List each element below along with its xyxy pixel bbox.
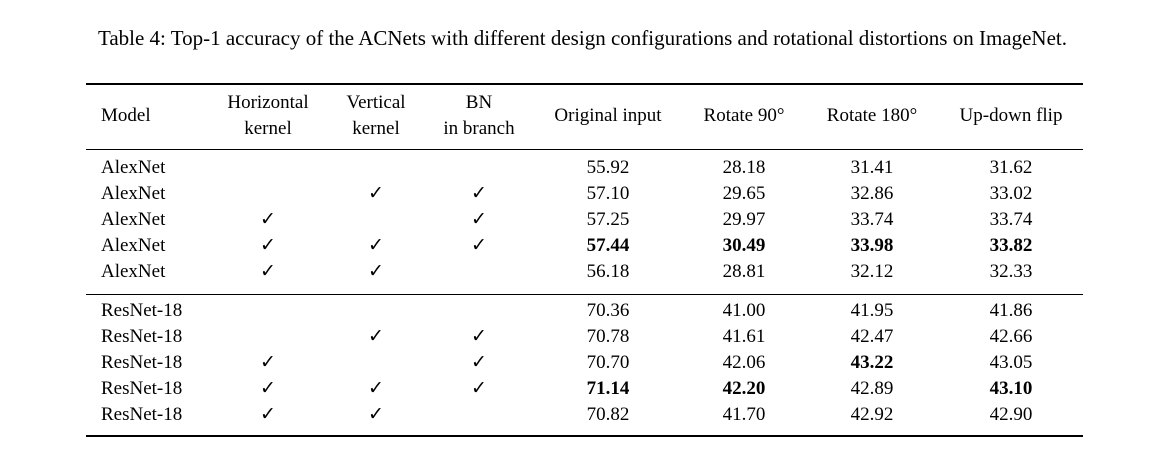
bn-in-branch-cell: ✓: [471, 378, 487, 399]
model-cell: ResNet-18: [101, 404, 183, 425]
original-input-cell: 70.36: [586, 300, 630, 321]
rotate-180-cell: 42.47: [850, 326, 894, 347]
horizontal-kernel-cell: ✓: [260, 209, 276, 230]
rotate-90-cell: 41.70: [722, 404, 766, 425]
rotate-90-cell: 42.06: [722, 352, 766, 373]
vertical-kernel-cell: ✓: [368, 404, 384, 425]
original-input-cell: 70.78: [586, 326, 630, 347]
header-bn-in-branch-line1: BN: [465, 92, 493, 113]
horizontal-kernel-cell: ✓: [260, 235, 276, 256]
up-down-flip-cell: 41.86: [989, 300, 1033, 321]
up-down-flip-cell: 43.10: [989, 378, 1033, 399]
bn-in-branch-cell: ✓: [471, 326, 487, 347]
original-input-cell: 56.18: [586, 261, 630, 282]
rotate-90-cell: 28.81: [722, 261, 766, 282]
header-rotate-90: Rotate 90°: [703, 105, 785, 126]
rotate-90-cell: 41.00: [722, 300, 766, 321]
rotate-180-cell: 32.86: [850, 183, 894, 204]
rotate-180-cell: 42.92: [850, 404, 894, 425]
vertical-kernel-cell: ✓: [368, 235, 384, 256]
horizontal-kernel-cell: ✓: [260, 352, 276, 373]
rotate-90-cell: 29.65: [722, 183, 766, 204]
header-horizontal-kernel-line1: Horizontal: [227, 92, 309, 113]
header-rule: [86, 149, 1083, 150]
rotate-180-cell: 43.22: [850, 352, 894, 373]
up-down-flip-cell: 42.90: [989, 404, 1033, 425]
header-model: Model: [101, 105, 151, 126]
model-cell: AlexNet: [101, 209, 166, 230]
header-horizontal-kernel-line2: kernel: [244, 118, 292, 139]
bn-in-branch-cell: ✓: [471, 352, 487, 373]
rotate-180-cell: 33.98: [850, 235, 894, 256]
rotate-90-cell: 41.61: [722, 326, 766, 347]
vertical-kernel-cell: ✓: [368, 326, 384, 347]
table-caption: Table 4: Top-1 accuracy of the ACNets wi…: [97, 26, 1068, 50]
model-cell: AlexNet: [101, 157, 166, 178]
model-cell: ResNet-18: [101, 352, 183, 373]
rotate-90-cell: 28.18: [722, 157, 766, 178]
vertical-kernel-cell: ✓: [368, 261, 384, 282]
bn-in-branch-cell: ✓: [471, 183, 487, 204]
original-input-cell: 70.82: [586, 404, 630, 425]
original-input-cell: 57.25: [586, 209, 630, 230]
up-down-flip-cell: 31.62: [989, 157, 1033, 178]
group-separator-rule: [86, 294, 1083, 295]
original-input-cell: 57.44: [586, 235, 630, 256]
header-original-input: Original input: [554, 105, 662, 126]
bottom-rule: [86, 435, 1083, 437]
up-down-flip-cell: 42.66: [989, 326, 1033, 347]
model-cell: ResNet-18: [101, 300, 183, 321]
up-down-flip-cell: 32.33: [989, 261, 1033, 282]
up-down-flip-cell: 43.05: [989, 352, 1033, 373]
header-vertical-kernel-line1: Vertical: [346, 92, 406, 113]
original-input-cell: 55.92: [586, 157, 630, 178]
model-cell: ResNet-18: [101, 326, 183, 347]
header-bn-in-branch-line2: in branch: [443, 118, 515, 139]
header-vertical-kernel-line2: kernel: [352, 118, 400, 139]
rotate-90-cell: 30.49: [722, 235, 766, 256]
original-input-cell: 57.10: [586, 183, 630, 204]
model-cell: AlexNet: [101, 183, 166, 204]
rotate-180-cell: 42.89: [850, 378, 894, 399]
vertical-kernel-cell: ✓: [368, 378, 384, 399]
header-up-down-flip: Up-down flip: [959, 105, 1063, 126]
horizontal-kernel-cell: ✓: [260, 378, 276, 399]
bn-in-branch-cell: ✓: [471, 209, 487, 230]
bn-in-branch-cell: ✓: [471, 235, 487, 256]
rotate-90-cell: 29.97: [722, 209, 766, 230]
up-down-flip-cell: 33.82: [989, 235, 1033, 256]
model-cell: AlexNet: [101, 261, 166, 282]
horizontal-kernel-cell: ✓: [260, 261, 276, 282]
horizontal-kernel-cell: ✓: [260, 404, 276, 425]
original-input-cell: 70.70: [586, 352, 630, 373]
header-rotate-180: Rotate 180°: [826, 105, 918, 126]
rotate-90-cell: 42.20: [722, 378, 766, 399]
rotate-180-cell: 41.95: [850, 300, 894, 321]
top-rule: [86, 83, 1083, 85]
model-cell: AlexNet: [101, 235, 166, 256]
rotate-180-cell: 31.41: [850, 157, 894, 178]
up-down-flip-cell: 33.74: [989, 209, 1033, 230]
rotate-180-cell: 32.12: [850, 261, 894, 282]
up-down-flip-cell: 33.02: [989, 183, 1033, 204]
model-cell: ResNet-18: [101, 378, 183, 399]
rotate-180-cell: 33.74: [850, 209, 894, 230]
vertical-kernel-cell: ✓: [368, 183, 384, 204]
original-input-cell: 71.14: [586, 378, 630, 399]
